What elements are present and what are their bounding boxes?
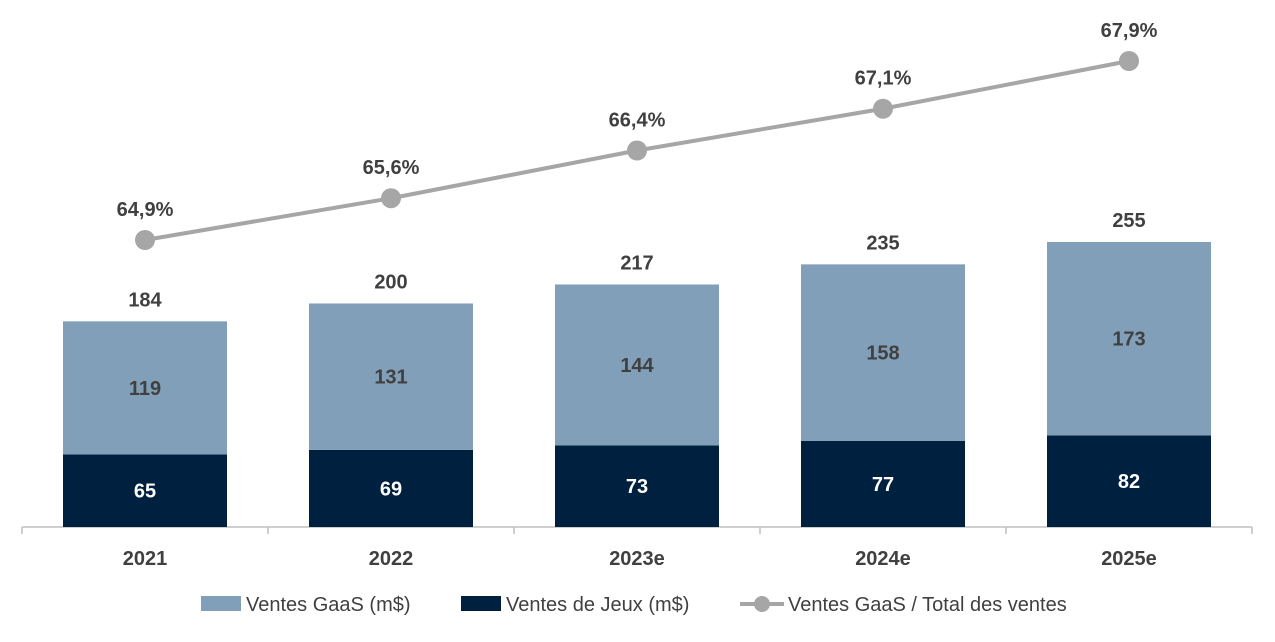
bar-gaas — [801, 264, 965, 441]
bar-jeux — [1047, 435, 1211, 527]
legend-label-gaas: Ventes GaaS (m$) — [246, 594, 411, 616]
data-label-gaas: 144 — [620, 355, 654, 377]
data-label-jeux: 82 — [1118, 471, 1140, 493]
data-label-gaas: 158 — [866, 343, 899, 365]
data-label-total: 200 — [374, 271, 407, 293]
data-label-jeux: 69 — [380, 478, 402, 500]
line-point — [873, 98, 893, 119]
data-label-pct: 66,4% — [609, 110, 666, 132]
data-label-total: 217 — [620, 252, 653, 274]
legend-swatch-gaas — [201, 596, 241, 611]
data-label-pct: 67,9% — [1101, 20, 1158, 42]
data-label-total: 255 — [1112, 210, 1145, 232]
x-tick-label: 2022 — [369, 548, 414, 570]
data-label-jeux: 65 — [134, 481, 156, 503]
line-point — [1119, 51, 1139, 71]
data-label-pct: 65,6% — [363, 157, 420, 179]
bar-gaas — [555, 284, 719, 446]
bar-gaas — [1047, 242, 1211, 436]
line-point — [627, 140, 647, 161]
x-tick-label: 2025e — [1101, 548, 1157, 570]
data-label-jeux: 73 — [626, 476, 648, 498]
bar-jeux — [63, 454, 227, 527]
bar-gaas — [63, 321, 227, 455]
data-label-total: 184 — [128, 289, 162, 311]
data-label-gaas: 131 — [374, 367, 407, 389]
data-label-gaas: 173 — [1112, 329, 1145, 351]
data-label-gaas: 119 — [129, 378, 161, 400]
x-tick-label: 2023e — [609, 548, 665, 570]
legend-label-jeux: Ventes de Jeux (m$) — [506, 594, 689, 616]
line-point — [135, 230, 155, 250]
line-point — [381, 188, 401, 209]
bar-jeux — [801, 440, 965, 527]
legend-label-ratio: Ventes GaaS / Total des ventes — [788, 594, 1067, 616]
x-tick-label: 2021 — [123, 548, 168, 570]
data-label-total: 235 — [866, 232, 899, 254]
data-label-jeux: 77 — [872, 474, 894, 496]
data-label-pct: 67,1% — [855, 68, 912, 90]
bar-jeux — [555, 445, 719, 527]
legend-marker-ratio — [754, 596, 770, 612]
x-tick-label: 2024e — [855, 548, 911, 570]
legend-swatch-jeux — [461, 596, 501, 611]
data-label-pct: 64,9% — [117, 199, 174, 221]
bar-gaas — [309, 303, 473, 450]
bar-jeux — [309, 449, 473, 527]
